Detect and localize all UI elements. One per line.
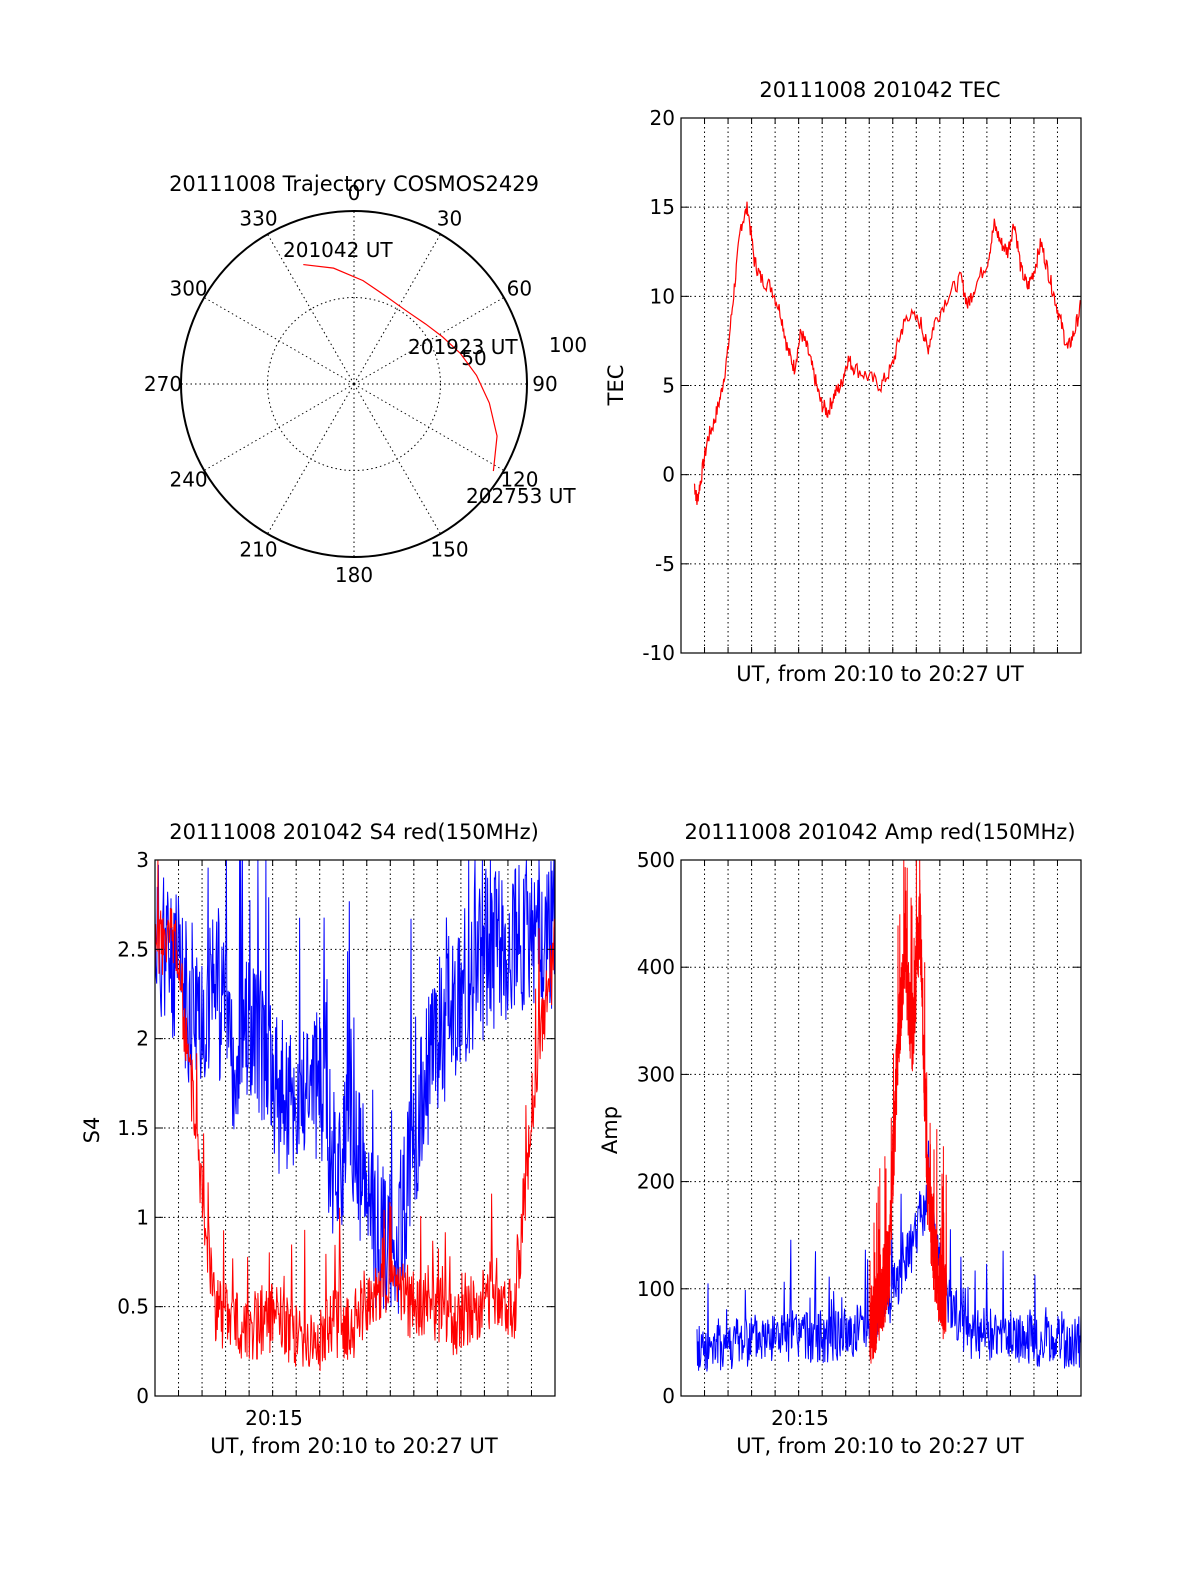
s4-x-tick-label: 20:15 <box>245 1406 303 1430</box>
polar-angle-label: 300 <box>169 277 207 301</box>
y-tick-label: -10 <box>642 641 675 665</box>
s4-y-axis-label: S4 <box>80 1117 104 1144</box>
y-tick-label: 0 <box>662 1384 675 1408</box>
tec-y-axis-label: TEC <box>604 365 628 407</box>
s4-red-series <box>154 859 556 1371</box>
trajectory-start-label: 201042 UT <box>283 238 393 262</box>
polar-title: 20111008 Trajectory COSMOS2429 <box>169 172 539 196</box>
polar-spoke <box>203 383 355 471</box>
polar-spoke <box>203 297 355 385</box>
polar-spoke <box>353 383 441 535</box>
amp-x-tick-label: 20:15 <box>771 1406 829 1430</box>
polar-outer-circle <box>180 210 528 558</box>
y-tick-label: 0 <box>136 1384 149 1408</box>
polar-spoke <box>353 297 505 385</box>
amp-line-chart: 20111008 201042 Amp red(150MHz) 0 100 200 3… <box>598 820 1082 1458</box>
s4-x-axis-label: UT, from 20:10 to 20:27 UT <box>210 1434 498 1458</box>
s4-line-chart: 20111008 201042 S4 red(150MHz) 0 0.5 1 1.5 2… <box>80 820 556 1458</box>
polar-radial-label: 100 <box>549 333 587 357</box>
amp-y-axis-label: Amp <box>598 1106 622 1154</box>
polar-angle-label: 30 <box>437 207 462 231</box>
y-tick-label: 10 <box>650 284 675 308</box>
amp-red-series <box>869 859 948 1364</box>
polar-angle-label: 150 <box>430 537 468 561</box>
amp-x-axis-label: UT, from 20:10 to 20:27 UT <box>736 1434 1024 1458</box>
y-tick-label: 500 <box>637 848 675 872</box>
y-tick-label: 400 <box>637 955 675 979</box>
polar-angle-label: 180 <box>335 563 373 587</box>
polar-angle-label: 120 <box>500 468 538 492</box>
y-tick-label: 0 <box>662 463 675 487</box>
y-tick-label: 100 <box>637 1277 675 1301</box>
y-tick-label: 2.5 <box>117 937 149 961</box>
trajectory-mid-label: 201923 UT <box>408 335 518 359</box>
y-tick-label: 20 <box>650 106 675 130</box>
polar-spoke <box>267 383 355 535</box>
tec-series-line <box>693 201 1081 505</box>
polar-angle-label: 210 <box>239 537 277 561</box>
tec-x-axis-label: UT, from 20:10 to 20:27 UT <box>736 662 1024 686</box>
trajectory-end-label: 202753 UT <box>466 484 576 508</box>
polar-spoke <box>353 233 441 385</box>
polar-radial-label: 50 <box>461 346 486 370</box>
tec-title: 20111008 201042 TEC <box>759 78 1000 102</box>
y-tick-label: 5 <box>662 374 675 398</box>
y-tick-label: 1.5 <box>117 1116 149 1140</box>
y-tick-label: 300 <box>637 1062 675 1086</box>
polar-spoke <box>353 383 505 471</box>
trajectory-line <box>303 263 498 472</box>
y-tick-label: 15 <box>650 195 675 219</box>
polar-spoke <box>267 233 355 385</box>
polar-angle-label: 240 <box>169 468 207 492</box>
amp-title: 20111008 201042 Amp red(150MHz) <box>684 820 1075 844</box>
y-tick-label: 2 <box>136 1027 149 1051</box>
s4-title: 20111008 201042 S4 red(150MHz) <box>169 820 539 844</box>
y-tick-label: 1 <box>136 1205 149 1229</box>
y-tick-label: -5 <box>655 552 675 576</box>
y-tick-label: 3 <box>136 848 149 872</box>
polar-angle-label: 270 <box>144 372 182 396</box>
amp-plot-frame <box>680 859 1082 1397</box>
polar-angle-label: 60 <box>507 277 532 301</box>
polar-angle-label: 330 <box>239 207 277 231</box>
tec-line-chart: 20111008 201042 TEC -10 -5 0 5 10 15 20 TEC UT… <box>604 78 1082 686</box>
y-tick-label: 200 <box>637 1170 675 1194</box>
trajectory-polar-plot: 20111008 Trajectory COSMOS2429 0 30 60 90 12… <box>144 172 587 587</box>
polar-angle-label: 90 <box>532 372 557 396</box>
s4-blue-series <box>154 859 556 1315</box>
y-tick-label: 0.5 <box>117 1295 149 1319</box>
polar-angle-label: 0 <box>348 181 361 205</box>
